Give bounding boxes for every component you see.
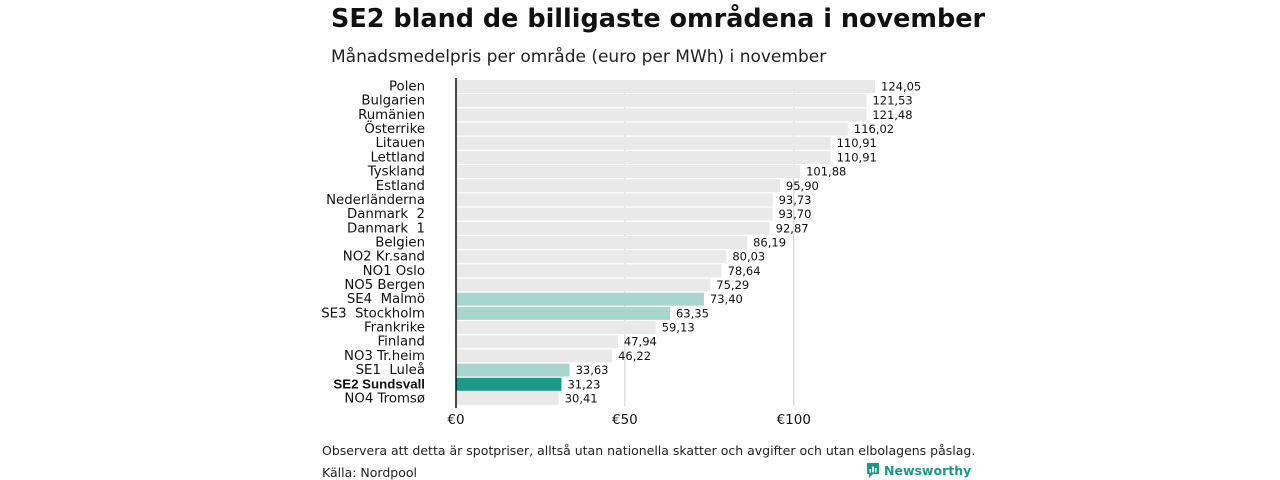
- bar: [456, 377, 562, 391]
- footnote: Observera att detta är spotpriser, allts…: [322, 443, 976, 458]
- value-label: 30,41: [565, 391, 598, 405]
- value-label: 46,22: [618, 349, 651, 363]
- category-label: Polen: [389, 80, 425, 95]
- bar: [456, 122, 848, 136]
- category-label: SE2 Sundsvall: [333, 376, 425, 391]
- bar: [456, 136, 831, 150]
- value-label: 110,91: [837, 136, 877, 150]
- value-label: 116,02: [854, 122, 894, 136]
- category-label: Frankrike: [364, 321, 425, 336]
- category-label: SE1 Luleå: [356, 361, 425, 378]
- bar: [456, 207, 773, 221]
- category-label: NO4 Tromsø: [344, 391, 425, 406]
- bar: [456, 94, 867, 108]
- category-label: Danmark 1: [347, 221, 425, 236]
- bar: [456, 264, 722, 278]
- value-label: 93,70: [778, 207, 811, 221]
- bar: [456, 349, 613, 363]
- value-label: 47,94: [624, 335, 657, 349]
- x-tick-label: €0: [447, 412, 464, 428]
- bar: [456, 165, 801, 179]
- bar: [456, 150, 831, 164]
- category-label: NO1 Oslo: [363, 264, 425, 279]
- bar: [456, 335, 618, 349]
- bar-chart: Polen 124,05 Bulgarien 121,53 Rumänien 121,48…: [321, 78, 921, 428]
- value-label: 101,88: [806, 165, 846, 179]
- value-label: 86,19: [753, 235, 786, 249]
- bar: [456, 363, 570, 377]
- value-label: 92,87: [776, 221, 809, 235]
- category-label: SE4 Malmö: [347, 292, 425, 307]
- value-label: 73,40: [710, 292, 743, 306]
- value-label: 95,90: [786, 179, 819, 193]
- category-label: NO5 Bergen: [344, 278, 425, 293]
- bar: [456, 391, 559, 405]
- newsworthy-icon: [867, 463, 879, 478]
- brand-name: Newsworthy: [884, 463, 972, 478]
- category-label: NO2 Kr.sand: [343, 250, 425, 265]
- category-label: Danmark 2: [347, 207, 425, 222]
- category-label: Belgien: [375, 235, 425, 250]
- brand-logo: Newsworthy: [866, 462, 971, 479]
- category-label: Rumänien: [358, 108, 425, 123]
- bar: [456, 321, 656, 335]
- category-label: Nederländerna: [326, 193, 425, 208]
- value-label: 63,35: [676, 306, 709, 320]
- bar: [456, 80, 875, 93]
- value-label: 93,73: [779, 193, 812, 207]
- category-label: Tyskland: [367, 165, 425, 180]
- value-label: 121,53: [872, 94, 912, 108]
- value-label: 124,05: [881, 80, 921, 94]
- bar: [456, 193, 773, 207]
- category-label: SE3 Stockholm: [321, 306, 425, 321]
- category-label: Litauen: [376, 136, 426, 151]
- x-tick-label: €100: [777, 412, 811, 428]
- category-label: Lettland: [371, 150, 426, 165]
- bar: [456, 235, 748, 249]
- bar: [456, 292, 704, 306]
- bar: [456, 306, 670, 320]
- category-label: NO3 Tr.heim: [344, 349, 425, 364]
- bar: [456, 221, 770, 235]
- category-label: Finland: [377, 335, 425, 350]
- bar: [456, 108, 867, 122]
- value-label: 59,13: [662, 321, 695, 335]
- category-label: Estland: [376, 179, 425, 194]
- source-credit: Källa: Nordpool: [322, 465, 417, 480]
- bar: [456, 179, 780, 193]
- category-label: Bulgarien: [361, 94, 425, 109]
- bar: [456, 278, 711, 292]
- chart-subtitle: Månadsmedelpris per område (euro per MWh…: [331, 47, 827, 67]
- bar: [456, 250, 727, 264]
- value-label: 33,63: [576, 363, 609, 377]
- value-label: 31,23: [567, 377, 600, 391]
- category-label: Österrike: [364, 119, 425, 137]
- chart-title: SE2 bland de billigaste områdena i novem…: [331, 4, 986, 34]
- value-label: 75,29: [716, 278, 749, 292]
- value-label: 80,03: [732, 250, 765, 264]
- value-label: 78,64: [728, 264, 761, 278]
- x-tick-label: €50: [612, 412, 638, 428]
- value-label: 121,48: [872, 108, 912, 122]
- value-label: 110,91: [837, 150, 877, 164]
